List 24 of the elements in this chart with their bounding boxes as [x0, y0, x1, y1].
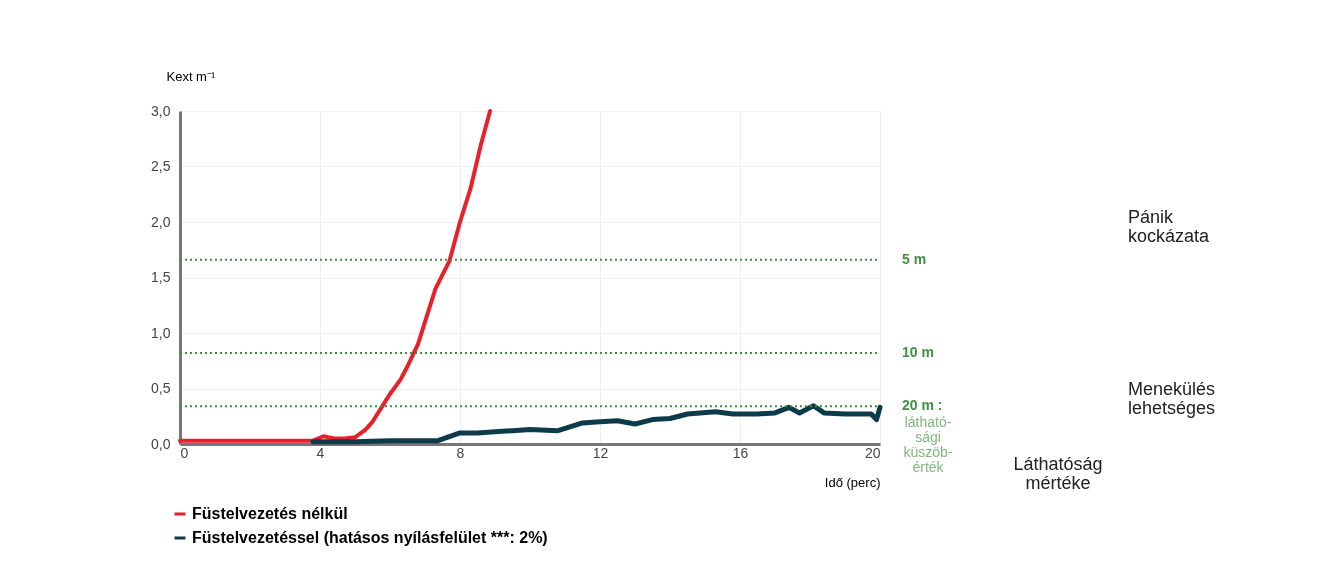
x-tick-label: 16 — [732, 444, 749, 461]
ref-line-label: 5 m — [902, 250, 927, 267]
y-tick-label: 1,5 — [151, 269, 171, 285]
x-tick-label: 20 — [864, 444, 881, 461]
y-tick-label: 1,0 — [151, 324, 171, 341]
legend-label: Füstelvezetéssel (hatásos nyílásfelület ***: 2%) — [192, 529, 548, 546]
ref-line-label: 20 m : — [902, 397, 943, 414]
text: Pánik kockázata — [1128, 207, 1211, 246]
y-tick-label: 0,5 — [151, 380, 171, 396]
x-tick-label: 0 — [180, 444, 189, 461]
x-axis-title: Idő (perc) — [824, 474, 881, 490]
text: látható- sági küszöb- érték — [903, 414, 953, 475]
y-tick-label: 0,0 — [151, 435, 171, 452]
x-tick-label: 4 — [316, 444, 325, 461]
y-tick-label: 3,0 — [151, 102, 171, 119]
y-axis-title: Kext m⁻¹ — [166, 68, 216, 84]
x-tick-label: 8 — [456, 444, 465, 461]
text: Menekülés lehetséges — [1128, 379, 1216, 418]
ref-line-label: 10 m — [902, 343, 934, 360]
text: Láthatóság mértéke — [1013, 454, 1103, 493]
x-tick-label: 12 — [592, 444, 609, 461]
legend-label: Füstelvezetés nélkül — [192, 505, 348, 522]
y-tick-label: 2,0 — [151, 213, 171, 230]
y-tick-label: 2,5 — [151, 158, 171, 174]
